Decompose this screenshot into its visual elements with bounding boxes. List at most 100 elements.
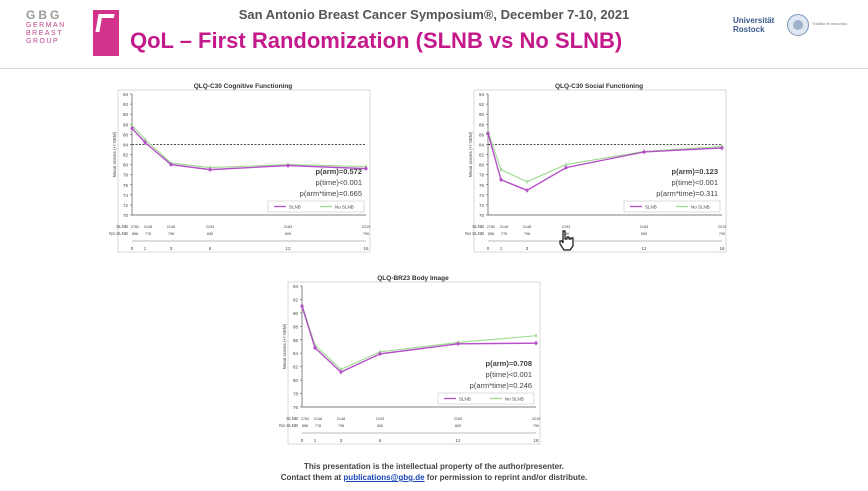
- data-point-slnb: [130, 126, 134, 130]
- data-point-no-slnb: [534, 334, 538, 337]
- data-point-slnb: [499, 178, 503, 182]
- n-row-label: No SLNB: [465, 231, 484, 236]
- data-point-slnb: [169, 162, 173, 167]
- n-row-label: No SLNB: [279, 423, 298, 428]
- series-line-slnb: [131, 127, 367, 171]
- n-row-value: 809: [455, 424, 461, 428]
- n-row-value: 2782: [487, 225, 495, 229]
- x-tick-label: 18: [533, 438, 539, 443]
- n-row-label: SLNB: [116, 224, 128, 229]
- n-row-value: 809: [285, 232, 291, 236]
- gbg-logo-mark-icon: [93, 10, 119, 56]
- n-row-value: 856: [488, 232, 494, 236]
- n-row-value: 2219: [718, 225, 726, 229]
- data-point-slnb: [642, 150, 646, 154]
- chart-title: QLQ-C30 Social Functioning: [555, 83, 643, 90]
- stat-text: p(time)<0.001: [486, 370, 532, 379]
- stat-text: p(time)<0.001: [316, 178, 362, 187]
- gbg-logo-line3: GROUP: [26, 38, 60, 45]
- n-row-value: 2219: [362, 225, 370, 229]
- x-tick-label: 1: [500, 246, 503, 251]
- chart-frame: [287, 281, 541, 445]
- stat-text: p(arm)=0.123: [672, 167, 718, 176]
- y-tick-label: 70: [479, 213, 485, 218]
- data-point-slnb: [143, 140, 147, 144]
- y-tick-label: 88: [293, 324, 299, 329]
- n-row-value: 856: [302, 424, 308, 428]
- x-tick-label: 12: [455, 438, 461, 443]
- legend-box: [437, 392, 535, 405]
- n-row-value: 2183: [640, 225, 648, 229]
- chart-title: QLQ-C30 Cognitive Functioning: [194, 83, 293, 90]
- y-tick-label: 94: [123, 92, 129, 97]
- n-row-value: 2219: [532, 417, 540, 421]
- y-tick-label: 74: [479, 193, 485, 198]
- y-tick-label: 86: [479, 132, 485, 137]
- hand-cursor-icon: [559, 230, 574, 251]
- y-tick-label: 70: [123, 213, 129, 218]
- stat-text: p(arm)=0.708: [486, 359, 532, 368]
- y-axis-label: Mean scores (+/-SEM): [468, 131, 473, 177]
- gbg-logo-line1: GERMAN: [26, 22, 66, 29]
- footer-email-link[interactable]: publications@gbg.de: [343, 473, 425, 482]
- chart-panel-cognitive: QLQ-C30 Cognitive Functioning 70 72 74 76 78 8…: [88, 78, 376, 264]
- university-name: Universität Rostock: [733, 16, 774, 34]
- university-name-line2: Rostock: [733, 25, 765, 34]
- y-tick-label: 94: [293, 284, 299, 289]
- n-row-value: 798: [338, 424, 344, 428]
- data-point-no-slnb: [564, 163, 568, 166]
- conference-name: San Antonio Breast Cancer Symposium®, De…: [238, 7, 630, 22]
- footer-contact-post: for permission to reprint and/or distrib…: [424, 473, 588, 482]
- y-tick-label: 90: [293, 311, 299, 316]
- n-row-value: 798: [168, 232, 174, 236]
- footer-line1: This presentation is the intellectual pr…: [303, 462, 565, 471]
- gbg-logo: GBG GERMAN BREAST GROUP: [26, 8, 96, 46]
- x-tick-label: 0: [487, 246, 490, 251]
- y-tick-label: 78: [123, 173, 129, 178]
- chart-title: QLQ-BR23 Body Image: [377, 275, 449, 282]
- n-row-value: 2148: [144, 225, 152, 229]
- n-row-value: 790: [363, 232, 369, 236]
- data-point-no-slnb: [499, 168, 503, 171]
- y-tick-label: 90: [123, 112, 129, 117]
- y-tick-label: 78: [293, 392, 299, 397]
- n-row-value: 830: [377, 424, 383, 428]
- y-axis-label: Mean scores (+/-SEM): [112, 131, 117, 177]
- y-tick-label: 84: [123, 142, 129, 147]
- y-tick-label: 88: [123, 122, 129, 127]
- y-tick-label: 80: [123, 163, 129, 168]
- data-point-slnb: [313, 346, 317, 350]
- n-row-value: 2193: [376, 417, 384, 421]
- n-row-value: 2782: [301, 417, 309, 421]
- legend-label: SLNB: [459, 397, 471, 402]
- y-tick-label: 86: [123, 132, 129, 137]
- n-row-value: 778: [315, 424, 321, 428]
- series-line-slnb: [487, 133, 723, 192]
- data-point-slnb: [364, 167, 368, 171]
- y-tick-label: 80: [479, 163, 485, 168]
- y-tick-label: 78: [479, 173, 485, 178]
- y-tick-label: 82: [123, 153, 129, 158]
- stat-text: p(arm*time)=0.246: [470, 381, 532, 390]
- y-tick-label: 80: [293, 378, 299, 383]
- y-tick-label: 94: [479, 92, 485, 97]
- legend-label: No SLNB: [505, 397, 524, 402]
- y-tick-label: 72: [123, 203, 129, 208]
- legend-label: SLNB: [645, 205, 657, 210]
- legend-box: [623, 200, 721, 213]
- slide-title: QoL – First Randomization (SLNB vs No SL…: [130, 28, 623, 53]
- n-row-value: 856: [132, 232, 138, 236]
- x-tick-label: 0: [301, 438, 304, 443]
- n-row-value: 778: [501, 232, 507, 236]
- y-tick-label: 86: [293, 338, 299, 343]
- y-tick-label: 92: [293, 297, 299, 302]
- x-tick-label: 18: [719, 246, 725, 251]
- x-tick-label: 3: [170, 246, 173, 251]
- chart-frame: [117, 89, 371, 253]
- x-tick-label: 3: [340, 438, 343, 443]
- x-tick-label: 3: [526, 246, 529, 251]
- stat-text: p(arm*time)=0.311: [656, 189, 718, 198]
- university-name-line1: Universität: [733, 16, 775, 25]
- data-point-no-slnb: [339, 368, 343, 371]
- x-tick-label: 1: [314, 438, 317, 443]
